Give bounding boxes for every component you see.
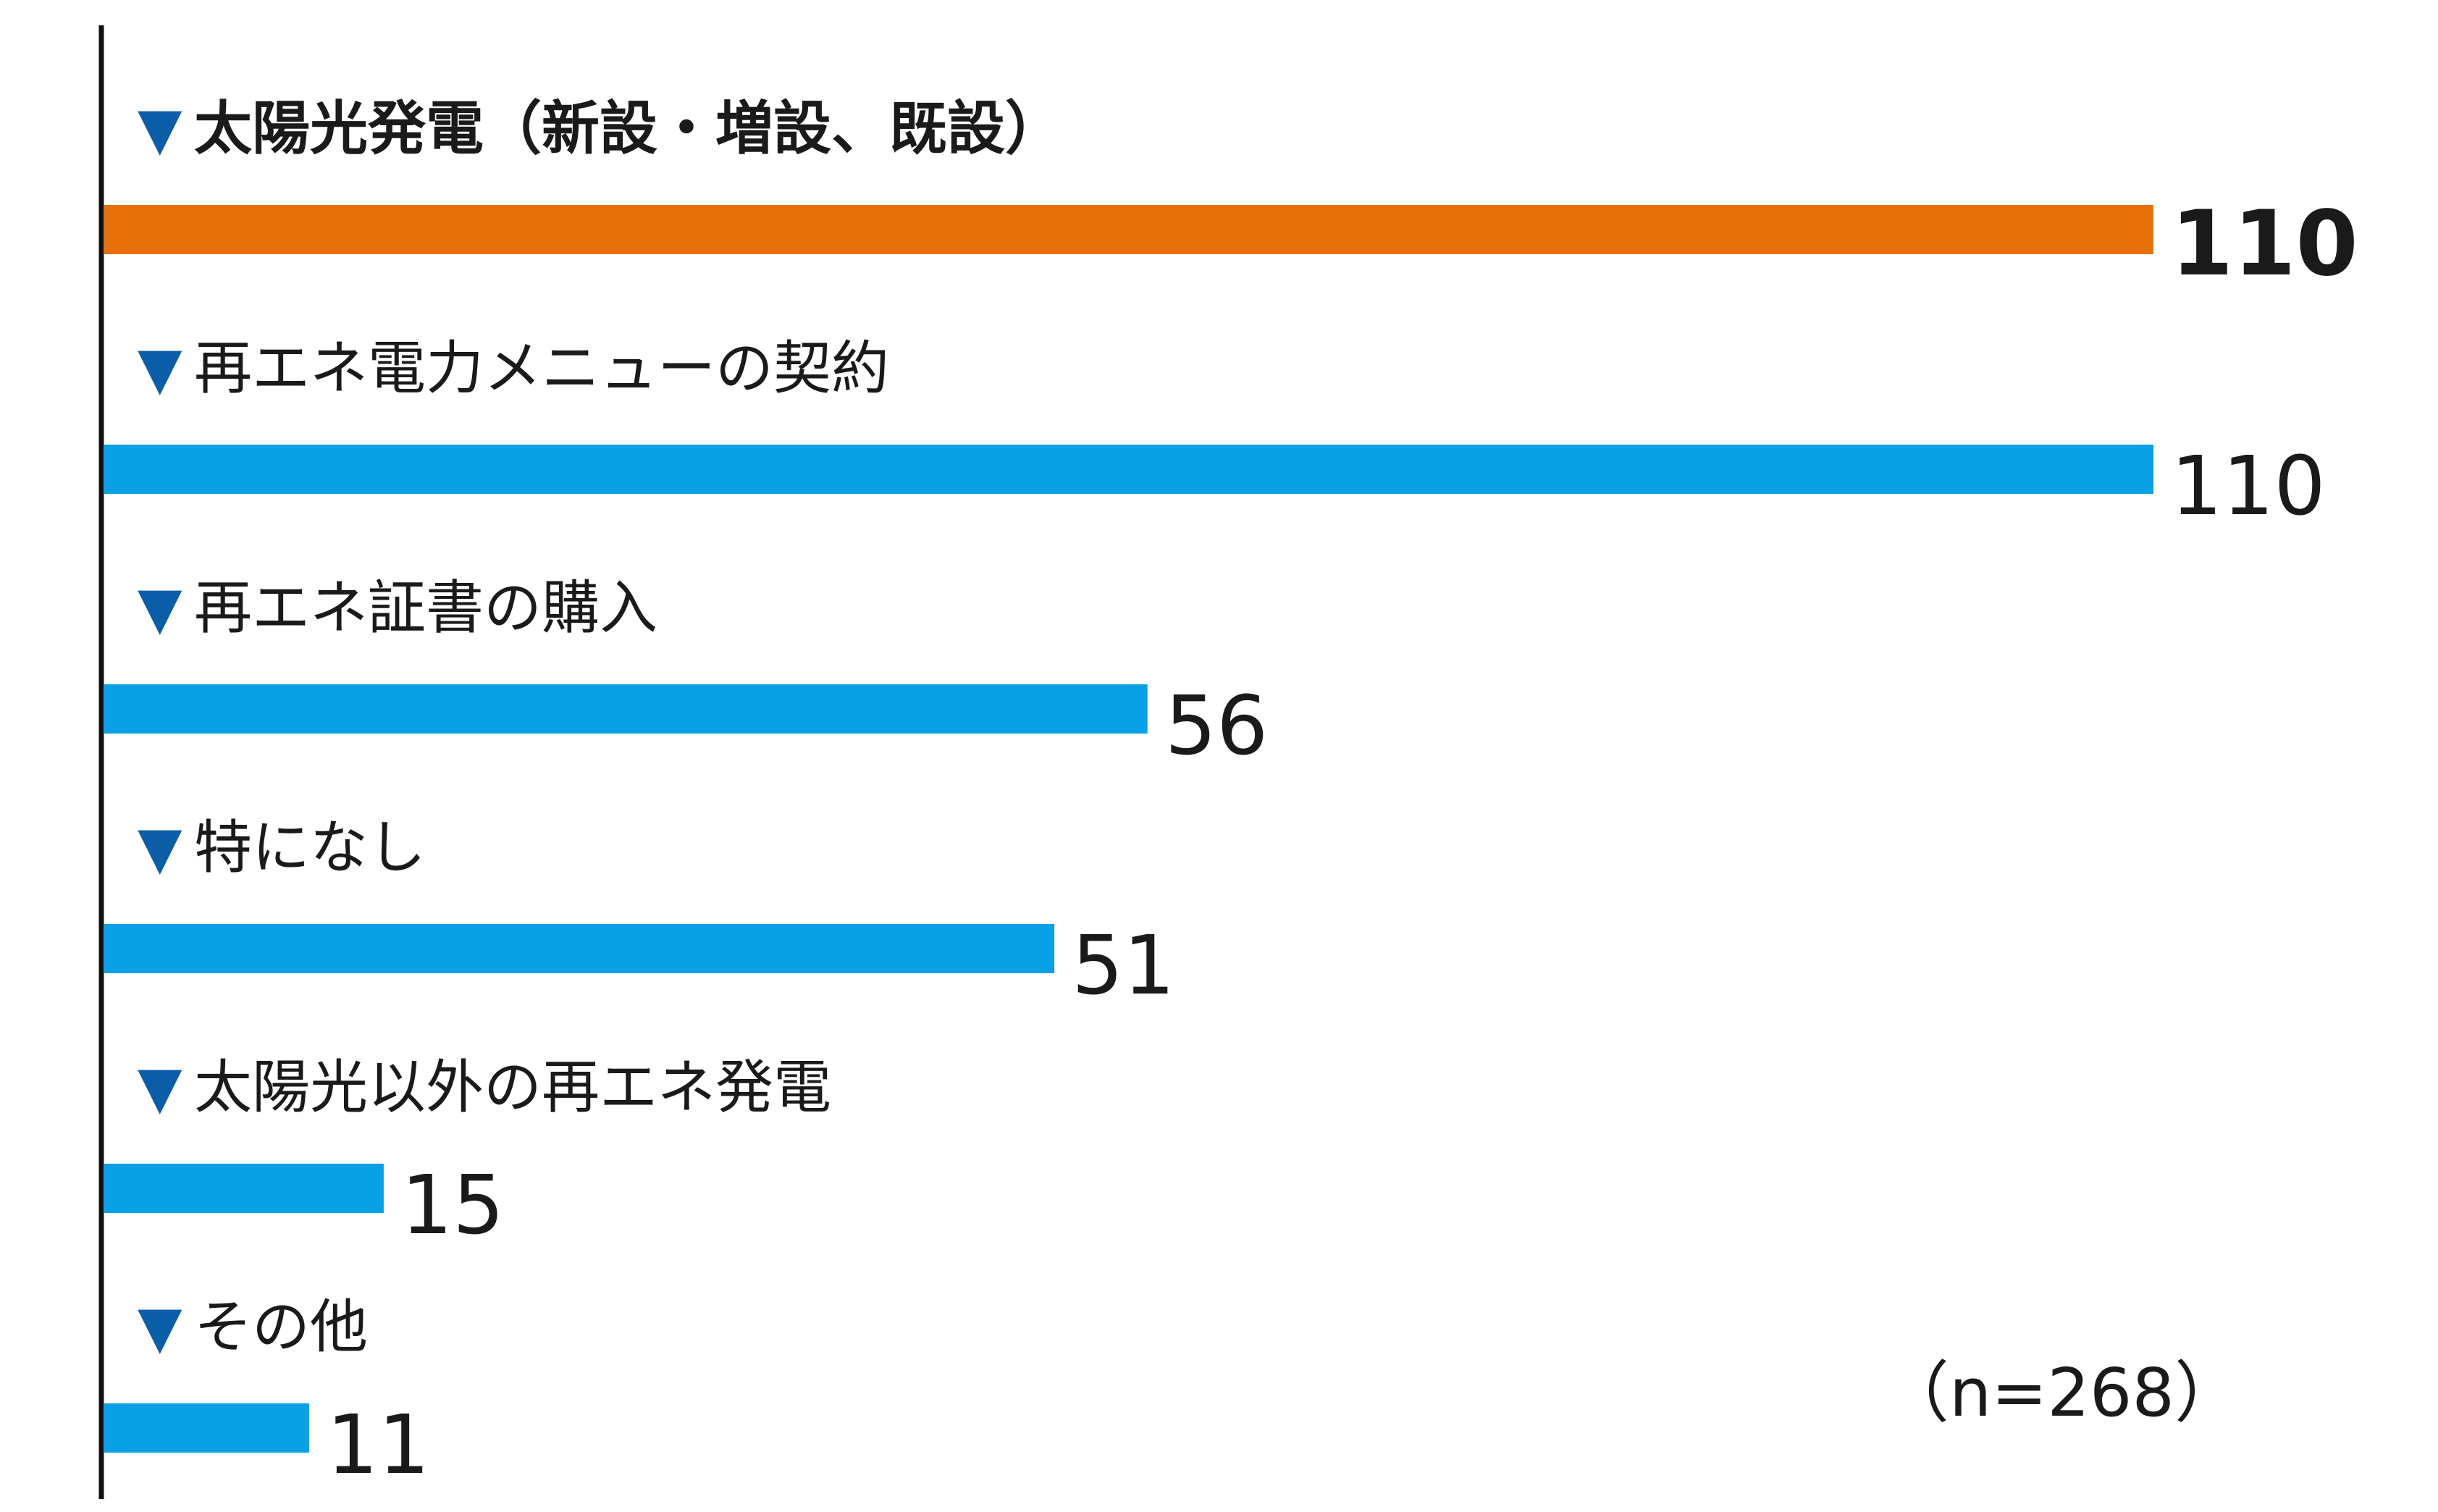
value-label: 56	[1165, 679, 1269, 773]
category-label: 再エネ証書の購入	[194, 574, 657, 642]
bar	[104, 684, 1148, 734]
category-marker-icon: ▼	[138, 1054, 182, 1121]
chart-row: ▼ 太陽光発電（新設・増設、既設） 110	[104, 95, 2358, 296]
bar	[104, 1403, 309, 1453]
bar	[104, 1164, 384, 1213]
category-label: その他	[194, 1293, 368, 1361]
bar	[104, 924, 1055, 973]
value-label: 15	[401, 1159, 505, 1253]
chart-row: ▼ 再エネ電力メニューの契約 110	[104, 335, 2326, 534]
chart-row: ▼ 特になし 51	[104, 814, 1175, 1013]
value-label: 110	[2171, 440, 2326, 534]
category-marker-icon: ▼	[138, 95, 182, 162]
category-label: 特になし	[194, 814, 426, 881]
category-marker-icon: ▼	[138, 814, 182, 881]
sample-size-note: （n=268）	[1883, 1354, 2241, 1432]
value-label: 110	[2171, 192, 2358, 296]
value-label: 51	[1072, 919, 1175, 1013]
bar	[104, 205, 2153, 254]
category-label: 再エネ電力メニューの契約	[194, 335, 889, 402]
chart-row: ▼ 太陽光以外の再エネ発電 15	[104, 1054, 831, 1253]
chart-row: ▼ その他 11	[104, 1293, 430, 1492]
category-marker-icon: ▼	[138, 574, 182, 642]
category-label: 太陽光発電（新設・増設、既設）	[194, 95, 1063, 162]
category-label: 太陽光以外の再エネ発電	[194, 1054, 831, 1121]
category-marker-icon: ▼	[138, 335, 182, 402]
bar	[104, 445, 2153, 494]
value-label: 11	[327, 1398, 430, 1492]
category-marker-icon: ▼	[138, 1293, 182, 1361]
chart-row: ▼ 再エネ証書の購入 56	[104, 574, 1268, 773]
